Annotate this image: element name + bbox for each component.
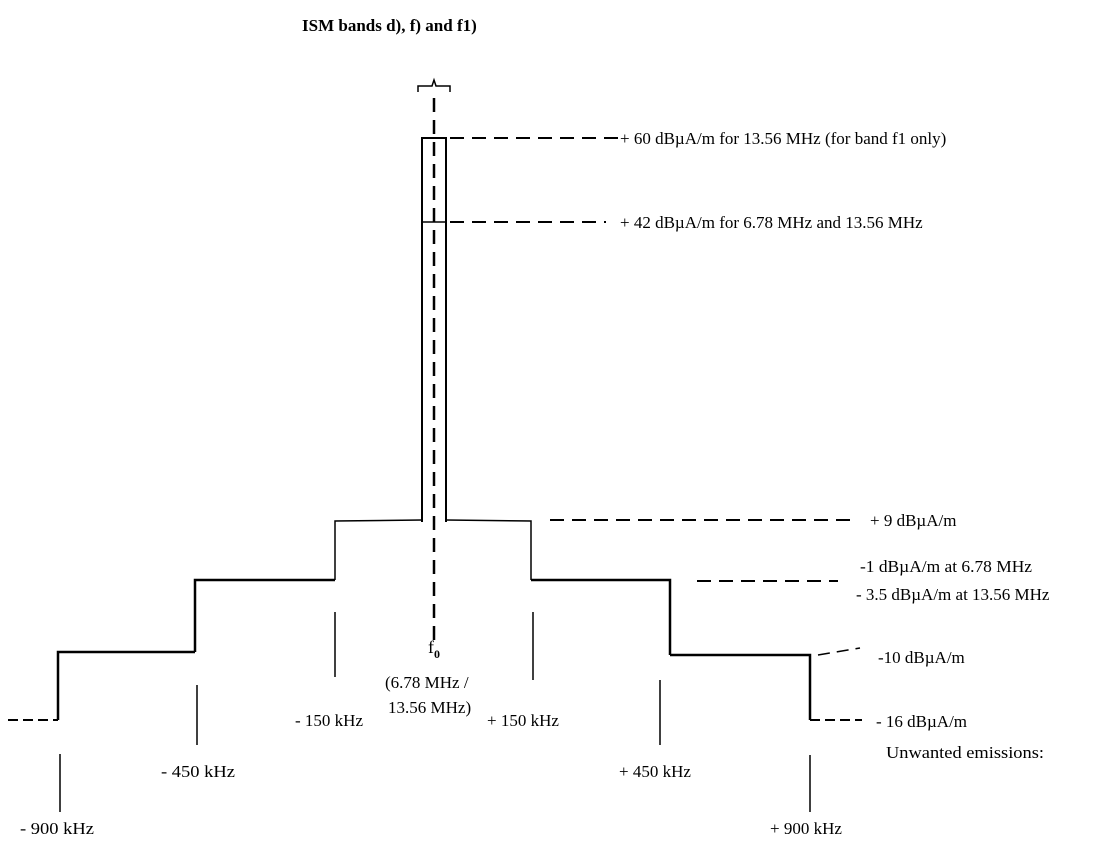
diagram-title: ISM bands d), f) and f1)	[302, 16, 477, 35]
center-frequency-line1: (6.78 MHz /	[385, 673, 469, 692]
unwanted-emissions-label: Unwanted emissions:	[886, 743, 1044, 762]
level-label-minus16: - 16 dBµA/m	[876, 712, 967, 731]
step-middle-right	[531, 578, 672, 655]
center-frequency-line2: 13.56 MHz)	[388, 698, 471, 717]
tick-label-m450: - 450 kHz	[161, 762, 235, 781]
level-label-9: + 9 dBµA/m	[870, 511, 956, 530]
level-label-minus1: -1 dBµA/m at 6.78 MHz	[860, 557, 1032, 576]
center-frequency-symbol: f0	[428, 637, 440, 661]
step-outer-right	[670, 653, 812, 720]
tick-label-p900: + 900 kHz	[770, 819, 842, 838]
step-inner-right	[445, 519, 532, 580]
carrier-peak	[421, 137, 447, 522]
tick-label-m150: - 150 kHz	[295, 711, 363, 730]
level-label-minus10: -10 dBµA/m	[878, 648, 965, 667]
level-label-minus3-5: - 3.5 dBµA/m at 13.56 MHz	[856, 585, 1050, 604]
leader-10	[817, 647, 861, 656]
tick-label-p450: + 450 kHz	[619, 762, 691, 781]
level-label-42: + 42 dBµA/m for 6.78 MHz and 13.56 MHz	[620, 213, 923, 232]
step-outer-left	[56, 650, 195, 720]
step-middle-left	[193, 578, 335, 652]
level-label-60: + 60 dBµA/m for 13.56 MHz (for band f1 o…	[620, 129, 946, 148]
tick-label-m900: - 900 kHz	[20, 819, 94, 838]
tick-label-p150: + 150 kHz	[487, 711, 559, 730]
center-brace	[417, 77, 451, 92]
step-inner-left	[334, 519, 423, 580]
